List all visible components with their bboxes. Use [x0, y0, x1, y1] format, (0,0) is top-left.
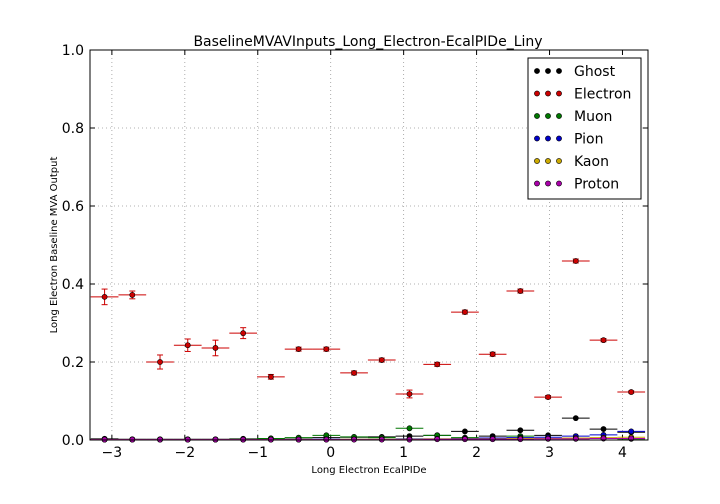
- data-point: [212, 345, 219, 351]
- data-point: [517, 288, 524, 294]
- legend-marker: [556, 180, 562, 187]
- x-tick-label: −1: [247, 445, 268, 461]
- legend-marker: [545, 180, 551, 187]
- data-point: [323, 346, 330, 353]
- y-tick-label: 0.4: [62, 277, 84, 293]
- legend-marker: [534, 158, 540, 164]
- legend-marker: [556, 90, 562, 97]
- data-point: [517, 436, 524, 443]
- x-tick-label: 0: [326, 445, 335, 461]
- data-point: [517, 427, 524, 434]
- data-point: [267, 373, 274, 380]
- data-point: [378, 357, 385, 363]
- chart-title: BaselineMVAVInputs_Long_Electron-EcalPID…: [193, 34, 542, 50]
- data-point: [600, 337, 607, 344]
- legend-marker: [556, 158, 562, 164]
- data-point: [129, 292, 136, 298]
- data-point: [462, 428, 468, 435]
- legend-marker: [534, 135, 540, 142]
- data-point: [434, 361, 441, 368]
- x-tick-label: 4: [618, 445, 627, 461]
- legend-marker: [534, 113, 540, 119]
- legend-marker: [545, 113, 551, 119]
- legend-label: Proton: [574, 177, 619, 193]
- plot-frame: [89, 49, 649, 441]
- data-point: [489, 351, 496, 358]
- y-tick-label: 1.0: [62, 43, 84, 59]
- legend-marker: [534, 68, 540, 74]
- data-point: [157, 359, 163, 365]
- x-tick-label: −3: [102, 445, 123, 461]
- data-point: [406, 391, 413, 397]
- data-point: [545, 394, 551, 400]
- data-point: [351, 370, 357, 376]
- y-axis-ticks: 0.0 0.2 0.4 0.6 0.8 1.0: [62, 43, 648, 449]
- data-point: [295, 346, 302, 353]
- legend-marker: [545, 158, 551, 164]
- legend-label: Kaon: [574, 154, 609, 170]
- data-point: [545, 435, 551, 442]
- data-point: [489, 436, 496, 443]
- x-tick-label: 3: [545, 445, 554, 461]
- data-point: [101, 293, 108, 300]
- legend-marker: [545, 90, 551, 97]
- data-point: [406, 425, 413, 432]
- y-tick-label: 0.2: [62, 355, 84, 371]
- x-tick-label: 2: [472, 445, 481, 461]
- plot-data: [90, 258, 646, 443]
- data-point: [572, 258, 579, 264]
- y-tick-label: 0.6: [62, 199, 84, 215]
- legend-label: Muon: [574, 109, 612, 125]
- legend-marker: [534, 90, 540, 97]
- legend-label: Pion: [574, 132, 603, 148]
- y-tick-label: 0.0: [62, 433, 84, 449]
- data-point: [572, 435, 579, 442]
- data-point: [240, 330, 247, 337]
- legend-marker: [556, 135, 562, 142]
- series-electron: [90, 258, 646, 400]
- data-point: [184, 342, 191, 349]
- legend-marker: [556, 68, 562, 74]
- legend-label: Ghost: [574, 64, 616, 80]
- y-tick-label: 0.8: [62, 121, 84, 137]
- legend-marker: [556, 113, 562, 119]
- legend-box: [527, 57, 642, 200]
- legend-marker: [545, 68, 551, 74]
- data-point: [628, 389, 635, 395]
- x-axis-label: Long Electron EcalPIDe: [311, 465, 426, 476]
- y-axis-label: Long Electron Baseline MVA Output: [49, 157, 60, 334]
- data-point: [434, 436, 441, 443]
- legend-label: Electron: [574, 87, 631, 103]
- x-tick-label: 1: [399, 445, 408, 461]
- data-point: [462, 309, 468, 315]
- data-point: [572, 415, 579, 422]
- legend-marker: [534, 180, 540, 187]
- data-point: [462, 436, 468, 443]
- data-point: [628, 428, 635, 435]
- legend-marker: [545, 135, 551, 142]
- x-tick-label: −2: [175, 445, 196, 461]
- data-point: [600, 426, 607, 432]
- legend: Ghost Electron Muon Pion Kaon Proton: [527, 57, 642, 200]
